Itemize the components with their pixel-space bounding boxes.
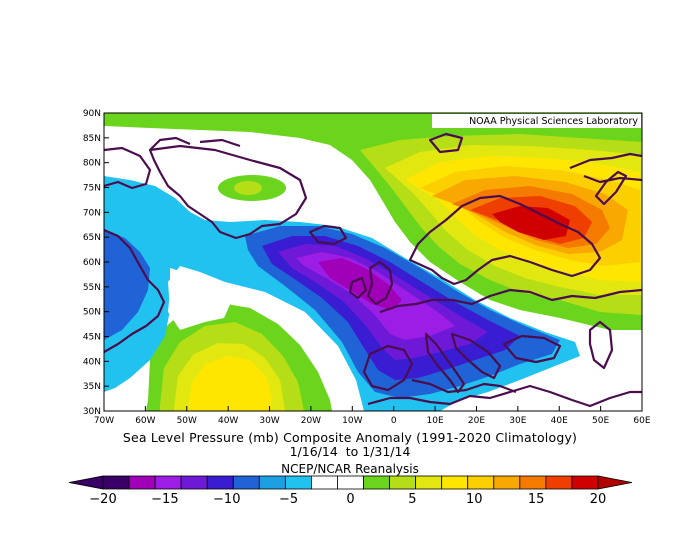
coastline-mediterranean — [411, 378, 517, 394]
colorbar-swatch — [102, 475, 130, 490]
anomaly-pos-19 — [492, 206, 570, 240]
anomaly-pos-9-atlantic — [188, 356, 272, 411]
colorbar-label: 10 — [466, 492, 483, 507]
lat-tick-label: 35N — [83, 382, 101, 392]
colorbar-label: 0 — [346, 492, 354, 507]
colorbar-swatch — [128, 475, 156, 490]
colorbar-swatch — [415, 475, 443, 490]
anomaly-neg-8 — [104, 230, 150, 340]
lat-tick-label: 90N — [83, 109, 101, 119]
coastline-balkans — [450, 332, 502, 380]
credit-box — [432, 114, 641, 128]
colorbar-swatch — [206, 475, 234, 490]
lon-tick-label: 10W — [342, 416, 362, 426]
anomaly-neg-16 — [318, 258, 402, 310]
lat-tick-label: 45N — [83, 333, 101, 343]
lon-tick-label: 40W — [218, 416, 238, 426]
longitude-axis: 70W 60W 50W 40W 30W 20W 10W 0 10E 20E 30E 40E 50E 60E — [94, 406, 651, 426]
coastline-novaya-zemlya — [594, 170, 628, 206]
lon-tick-label: 10E — [427, 416, 444, 426]
coastline-greenland — [148, 144, 308, 240]
colorbar-label: 5 — [408, 492, 416, 507]
lon-tick-label: 70W — [94, 416, 114, 426]
lat-tick-label: 65N — [83, 233, 101, 243]
colorbar: −20 −15 −10 −5 0 5 10 15 20 — [68, 475, 633, 507]
lon-tick-label: 50W — [177, 416, 197, 426]
lat-tick-label: 55N — [83, 283, 101, 293]
coastline-iberia — [362, 344, 414, 392]
latitude-axis: 90N 85N 80N 75N 70N 65N 60N 55N 50N 45N 40N 35N 30N — [83, 109, 109, 417]
anomaly-pos-5-greenland — [234, 181, 262, 195]
colorbar-swatch — [363, 475, 390, 490]
coastline-europe — [379, 288, 642, 314]
colorbar-label: −15 — [151, 492, 178, 507]
coastlines — [104, 132, 642, 408]
colorbar-upper-arrow — [597, 475, 633, 490]
coastline-ireland — [348, 276, 368, 300]
coastline-caspian — [588, 320, 614, 370]
colorbar-swatch — [545, 475, 573, 490]
lon-tick-label: 60E — [633, 416, 650, 426]
caption-source: NCEP/NCAR Reanalysis — [281, 462, 419, 476]
colorbar-swatch — [467, 475, 495, 490]
lon-tick-label: 30E — [509, 416, 526, 426]
lon-tick-label: 0 — [391, 416, 397, 426]
lat-tick-label: 40N — [83, 357, 101, 367]
colorbar-lower-arrow — [68, 475, 104, 490]
lon-tick-label: 20W — [301, 416, 321, 426]
coastline-scandinavia — [408, 194, 602, 286]
colorbar-label: 15 — [528, 492, 545, 507]
colorbar-swatch — [571, 475, 599, 490]
colorbar-label: −10 — [213, 492, 240, 507]
colorbar-swatch — [284, 475, 312, 490]
colorbar-swatch — [389, 475, 417, 490]
lon-tick-label: 30W — [259, 416, 279, 426]
coastline-italy — [424, 332, 466, 394]
anomaly-near-zero — [168, 268, 232, 330]
lon-tick-label: 40E — [551, 416, 568, 426]
lat-tick-label: 60N — [83, 258, 101, 268]
coastline-iceland — [308, 224, 348, 246]
colorbar-label: 20 — [590, 492, 607, 507]
colorbar-swatch — [154, 475, 182, 490]
lat-tick-label: 85N — [83, 134, 101, 144]
caption-dates: 1/16/14 to 1/31/14 — [289, 444, 411, 459]
coastline-uk — [366, 260, 394, 306]
colorbar-swatch — [311, 475, 338, 490]
lon-tick-label: 50E — [592, 416, 609, 426]
coastline-black-sea — [502, 334, 562, 364]
credit-text: NOAA Physical Sciences Laboratory — [469, 116, 638, 127]
coastline-canada — [104, 228, 166, 353]
lon-tick-label: 20E — [468, 416, 485, 426]
lat-tick-label: 30N — [83, 407, 101, 417]
lon-tick-label: 60W — [135, 416, 155, 426]
lat-tick-label: 50N — [83, 308, 101, 318]
colorbar-swatch — [441, 475, 469, 490]
lat-tick-label: 75N — [83, 184, 101, 194]
colorbar-swatch — [519, 475, 547, 490]
colorbar-swatch — [493, 475, 521, 490]
colorbar-swatch — [232, 475, 260, 490]
coastline-canada-north — [104, 146, 152, 190]
coastline-africa — [367, 384, 642, 408]
colorbar-swatch — [258, 475, 286, 490]
lat-tick-label: 70N — [83, 208, 101, 218]
coastline-svalbard — [428, 132, 464, 154]
caption-title: Sea Level Pressure (mb) Composite Anomal… — [122, 430, 578, 445]
lat-tick-label: 80N — [83, 159, 101, 169]
colorbar-label: −5 — [279, 492, 298, 507]
colorbar-label: −20 — [89, 492, 116, 507]
coastline-canadian-islands — [149, 136, 241, 151]
colorbar-swatch — [337, 475, 364, 490]
colorbar-swatch — [180, 475, 208, 490]
map-plot-area: NOAA Physical Sciences Laboratory — [104, 113, 642, 411]
